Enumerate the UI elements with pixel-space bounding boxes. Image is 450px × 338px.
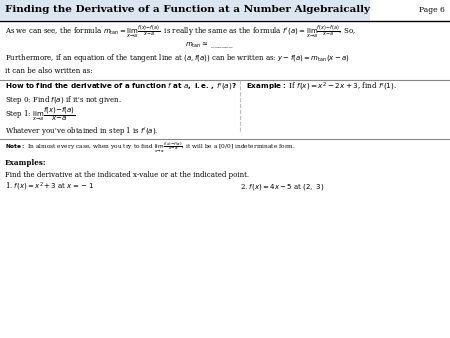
Text: $\bf{How\ to\ find\ the\ derivative\ of\ a\ function}$ $\it{f}$ $\bf{at}$ $\it{a: $\bf{How\ to\ find\ the\ derivative\ of\…: [5, 81, 237, 93]
Text: Finding the Derivative of a Function at a Number Algebraically: Finding the Derivative of a Function at …: [5, 5, 370, 15]
Text: $\bf{Example:}$ If $f(x) = x^2 - 2x + 3$, find $f'(1)$.: $\bf{Example:}$ If $f(x) = x^2 - 2x + 3$…: [246, 81, 397, 93]
Text: Whatever you've obtained in step 1 is $f'(a)$.: Whatever you've obtained in step 1 is $f…: [5, 125, 158, 137]
Text: Page 6: Page 6: [419, 6, 445, 14]
Text: $m_{\rm tan} \approx$ ______: $m_{\rm tan} \approx$ ______: [185, 40, 234, 50]
Text: As we can see, the formula $m_{\rm tan} = \lim_{x \to a} \frac{f(x)-f(a)}{x-a}$ : As we can see, the formula $m_{\rm tan} …: [5, 24, 356, 41]
Text: Furthermore, if an equation of the tangent line at $(a, f(a))$ can be written as: Furthermore, if an equation of the tange…: [5, 52, 350, 64]
Text: Step 0: Find $f(a)$ if it's not given.: Step 0: Find $f(a)$ if it's not given.: [5, 94, 122, 106]
Text: $\bf{Note:}$ In almost every case, when you try to find $\lim_{x \to a} \frac{f(: $\bf{Note:}$ In almost every case, when …: [5, 141, 296, 155]
Text: it can be also written as:: it can be also written as:: [5, 67, 93, 75]
Text: Step 1: $\lim_{x \to a} \dfrac{f(x) - f(a)}{x - a}$: Step 1: $\lim_{x \to a} \dfrac{f(x) - f(…: [5, 105, 75, 123]
Text: Examples:: Examples:: [5, 159, 46, 167]
Text: 1. $f(x) = x^2 + 3$ at $x = -1$: 1. $f(x) = x^2 + 3$ at $x = -1$: [5, 181, 94, 193]
Text: Find the derivative at the indicated x-value or at the indicated point.: Find the derivative at the indicated x-v…: [5, 171, 249, 179]
Bar: [0, 0, 370, 20]
Text: 2. $f(x) = 4x - 5$ at $(2,\ 3)$: 2. $f(x) = 4x - 5$ at $(2,\ 3)$: [240, 182, 324, 192]
